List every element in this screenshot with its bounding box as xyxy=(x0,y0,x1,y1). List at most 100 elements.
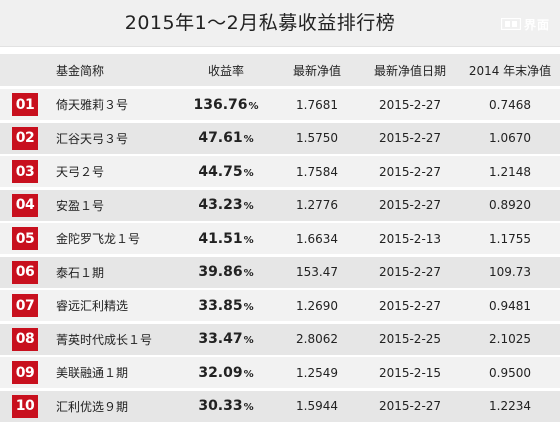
latest-nav-cell: 1.2776 xyxy=(296,198,338,212)
end-2014-nav-cell: 0.9500 xyxy=(489,365,531,380)
page-title: 2015年1～2月私募收益排行榜 xyxy=(124,12,396,34)
fund-name-cell: 睿远汇利精选 xyxy=(56,299,129,313)
return-value: 41.51 xyxy=(198,230,243,247)
percent-sign: % xyxy=(243,268,254,279)
nav-date-cell: 2015-2-27 xyxy=(378,198,442,212)
latest-nav-cell: 1.7584 xyxy=(296,164,338,179)
return-value: 136.76 xyxy=(193,96,248,113)
title-bar: 2015年1～2月私募收益排行榜 界面 xyxy=(0,0,560,47)
latest-nav-cell: 1.6634 xyxy=(296,231,338,246)
percent-sign: % xyxy=(243,167,254,179)
fund-name-cell: 汇谷天弓３号 xyxy=(56,131,129,146)
nav-date-cell: 2015-2-27 xyxy=(378,399,442,413)
return-value: 44.75 xyxy=(198,163,243,180)
nav-date-cell: 2015-2-27 xyxy=(378,265,442,279)
return-cell: 33.85% xyxy=(178,290,274,321)
latest-nav-cell: 1.5944 xyxy=(296,399,338,413)
percent-sign: % xyxy=(243,134,254,145)
end-2014-nav-cell: 2.1025 xyxy=(489,332,531,346)
table-row: 07 睿远汇利精选 33.85% 1.2690 2015-2-27 0.9481 xyxy=(0,290,560,321)
return-cell: 41.51% xyxy=(178,223,274,254)
table-row: 09 美联融通１期 32.09% 1.2549 2015-2-15 0.9500 xyxy=(0,357,560,388)
table-row: 08 菁英时代成长１号 33.47% 2.8062 2015-2-25 2.1025 xyxy=(0,323,560,355)
fund-name-cell: 泰石１期 xyxy=(56,265,105,280)
fund-name-cell: 菁英时代成长１号 xyxy=(56,332,153,347)
rank-badge: 10 xyxy=(12,394,38,418)
rank-badge: 02 xyxy=(12,126,38,150)
rank-badge: 06 xyxy=(12,260,38,284)
fund-name-cell: 金陀罗飞龙１号 xyxy=(56,232,141,246)
rank-badge: 05 xyxy=(12,227,38,250)
nav-date-cell: 2015-2-27 xyxy=(378,298,442,313)
percent-sign: % xyxy=(243,301,254,313)
fund-name-cell: 美联融通１期 xyxy=(56,366,129,380)
return-cell: 30.33% xyxy=(178,391,274,422)
table-row: 02 汇谷天弓３号 47.61% 1.5750 2015-2-27 1.0670 xyxy=(0,122,560,154)
nav-date-cell: 2015-2-27 xyxy=(378,131,442,145)
end-2014-nav-cell: 0.7468 xyxy=(489,97,531,112)
fund-name-cell: 汇利优选９期 xyxy=(56,399,129,414)
end-2014-nav-cell: 1.2234 xyxy=(489,399,531,413)
rank-badge: 03 xyxy=(12,160,38,183)
table-row: 03 天弓２号 44.75% 1.7584 2015-2-27 1.2148 xyxy=(0,156,560,187)
nav-date-cell: 2015-2-27 xyxy=(378,164,442,179)
return-cell: 39.86% xyxy=(178,257,274,288)
end-2014-nav-cell: 1.1755 xyxy=(489,231,531,246)
table-row: 10 汇利优选９期 30.33% 1.5944 2015-2-27 1.2234 xyxy=(0,390,560,422)
table-row: 05 金陀罗飞龙１号 41.51% 1.6634 2015-2-13 1.1755 xyxy=(0,223,560,254)
latest-nav-cell: 1.2690 xyxy=(296,298,338,313)
percent-sign: % xyxy=(243,201,254,212)
return-value: 33.85 xyxy=(198,297,243,314)
logo-text: 界面 xyxy=(523,17,550,32)
percent-sign: % xyxy=(248,100,259,112)
latest-nav-cell: 1.7681 xyxy=(296,97,338,112)
table-row: 06 泰石１期 39.86% 153.47 2015-2-27 109.73 xyxy=(0,256,560,288)
end-2014-nav-cell: 109.73 xyxy=(489,265,531,279)
return-cell: 47.61% xyxy=(178,123,274,154)
fund-name-cell: 安盈１号 xyxy=(56,198,105,213)
column-header-end-2014: 2014 年末净值 xyxy=(468,63,552,78)
nav-date-cell: 2015-2-27 xyxy=(378,97,442,112)
return-cell: 136.76% xyxy=(178,89,274,120)
table-row: 01 倚天雅莉３号 136.76% 1.7681 2015-2-27 0.7468 xyxy=(0,89,560,120)
percent-sign: % xyxy=(243,368,254,380)
table-header: 基金简称 收益率 最新净值 最新净值日期 2014 年末净值 xyxy=(0,54,560,86)
table-body: 01 倚天雅莉３号 136.76% 1.7681 2015-2-27 0.7468 02 汇谷… xyxy=(0,89,560,424)
latest-nav-cell: 2.8062 xyxy=(296,332,338,346)
fund-name-cell: 倚天雅莉３号 xyxy=(56,98,129,112)
nav-date-cell: 2015-2-25 xyxy=(378,332,442,346)
column-header-return: 收益率 xyxy=(207,63,244,78)
logo-mark-icon xyxy=(500,18,521,30)
fund-name-cell: 天弓２号 xyxy=(56,165,105,179)
column-header-date: 最新净值日期 xyxy=(373,63,446,78)
latest-nav-cell: 1.2549 xyxy=(296,365,338,380)
percent-sign: % xyxy=(243,234,254,246)
return-value: 32.09 xyxy=(198,364,243,381)
latest-nav-cell: 1.5750 xyxy=(296,131,338,145)
latest-nav-cell: 153.47 xyxy=(296,265,338,279)
end-2014-nav-cell: 1.2148 xyxy=(489,164,531,179)
nav-date-cell: 2015-2-13 xyxy=(378,231,442,246)
percent-sign: % xyxy=(243,402,254,413)
return-value: 43.23 xyxy=(198,197,243,213)
return-cell: 44.75% xyxy=(178,156,274,187)
return-value: 30.33 xyxy=(198,398,243,414)
return-cell: 43.23% xyxy=(178,190,274,221)
rank-badge: 09 xyxy=(12,361,38,384)
return-value: 33.47 xyxy=(198,331,243,347)
rank-badge: 04 xyxy=(12,193,38,217)
rank-badge: 08 xyxy=(12,327,38,351)
column-header-nav: 最新净值 xyxy=(292,63,341,78)
column-header-name: 基金简称 xyxy=(56,63,105,78)
return-value: 47.61 xyxy=(198,130,243,146)
return-cell: 33.47% xyxy=(178,324,274,355)
table-row: 04 安盈１号 43.23% 1.2776 2015-2-27 0.8920 xyxy=(0,189,560,221)
rank-badge: 01 xyxy=(12,93,38,116)
nav-date-cell: 2015-2-15 xyxy=(378,365,442,380)
jiemian-logo: 界面 xyxy=(500,16,550,32)
rank-badge: 07 xyxy=(12,294,38,317)
end-2014-nav-cell: 0.9481 xyxy=(489,298,531,313)
end-2014-nav-cell: 1.0670 xyxy=(489,131,531,145)
percent-sign: % xyxy=(243,335,254,346)
